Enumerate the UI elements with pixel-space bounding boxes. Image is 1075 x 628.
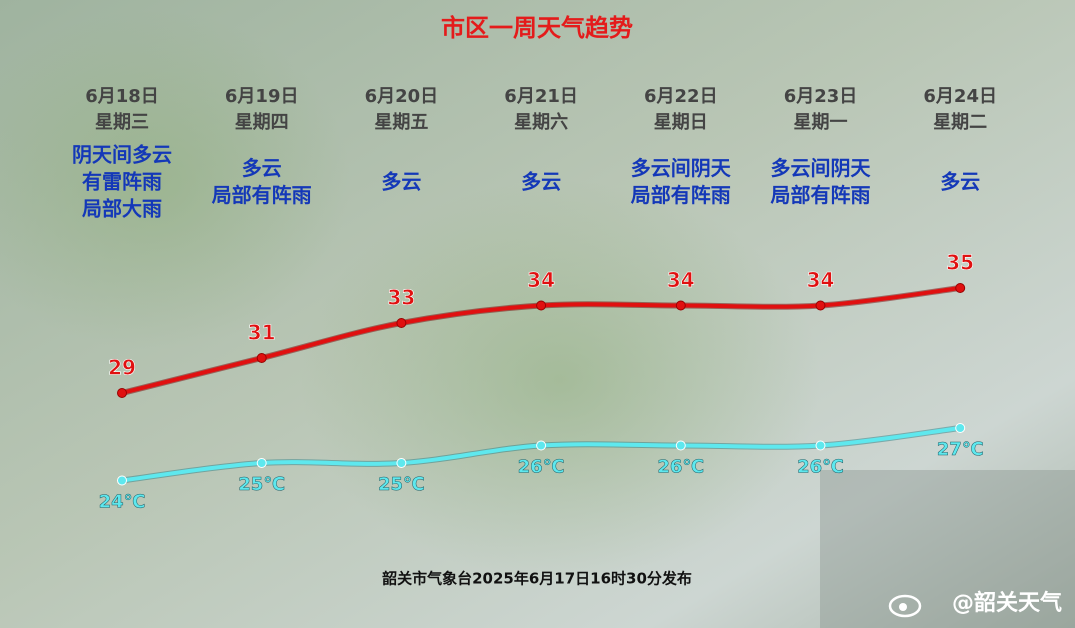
background-foliage (300, 180, 820, 580)
date-label: 6月23日 (784, 86, 858, 107)
point (815, 440, 826, 451)
watermark: @韶关天气 (952, 590, 1062, 616)
date-label: 6月21日 (504, 86, 578, 107)
footer: 韶关市气象台2025年6月17日16时30分发布 (382, 570, 692, 588)
weather-text: 局部有阵雨 (211, 183, 312, 207)
point (117, 388, 127, 398)
point (955, 423, 966, 433)
date-label: 6月22日 (644, 86, 718, 107)
weather-text: 多云 (521, 170, 561, 194)
weekday-label: 星期二 (933, 112, 987, 133)
weekday-label: 星期六 (514, 111, 568, 133)
value-label: 25℃ (238, 474, 285, 495)
weather-text: 多云 (381, 170, 421, 194)
value-label: 26℃ (518, 457, 565, 478)
weather-text: 多云间阴天 (631, 156, 732, 180)
point (955, 283, 966, 293)
point (675, 300, 686, 311)
point (536, 300, 547, 311)
weather-text: 局部有阵雨 (770, 183, 871, 207)
point (256, 458, 267, 468)
value-label: 34 (807, 268, 835, 292)
point (396, 318, 407, 328)
point (675, 440, 686, 451)
background-foliage (0, 10, 350, 350)
value-label: 27℃ (937, 439, 984, 460)
value-label: 29 (108, 356, 136, 380)
point (536, 440, 547, 451)
weather-text: 阴天间多云 (72, 143, 172, 167)
value-label: 34 (527, 268, 555, 292)
weather-text: 局部大雨 (81, 197, 162, 221)
weekday-label: 星期三 (95, 112, 149, 133)
value-label: 34 (667, 268, 695, 292)
point (256, 353, 267, 363)
point (396, 458, 407, 468)
weekday-label: 星期一 (794, 112, 848, 133)
background-water (820, 470, 1075, 628)
date-label: 6月19日 (225, 86, 299, 107)
point (815, 300, 826, 311)
value-label: 33 (387, 286, 415, 310)
date-label: 6月24日 (923, 86, 997, 107)
value-label: 35 (946, 251, 974, 275)
weather-text: 多云间阴天 (771, 156, 872, 180)
weekday-label: 星期日 (654, 112, 708, 133)
weekday-label: 星期四 (235, 112, 289, 133)
date-label: 6月20日 (365, 86, 439, 107)
value-label: 31 (248, 321, 276, 345)
weekday-label: 星期五 (374, 112, 428, 133)
watermark-icon (888, 594, 922, 618)
weather-text: 多云 (940, 170, 980, 194)
value-label: 24℃ (99, 492, 146, 513)
point (117, 475, 127, 486)
chart-title: 市区一周天气趋势 (441, 14, 633, 42)
weather-text: 局部有阵雨 (630, 183, 731, 207)
value-label: 25℃ (378, 474, 425, 495)
weather-text: 有雷阵雨 (82, 170, 162, 194)
value-label: 26℃ (797, 457, 844, 478)
value-label: 26℃ (657, 457, 704, 478)
date-label: 6月18日 (85, 86, 159, 107)
weather-text: 多云 (242, 156, 282, 180)
